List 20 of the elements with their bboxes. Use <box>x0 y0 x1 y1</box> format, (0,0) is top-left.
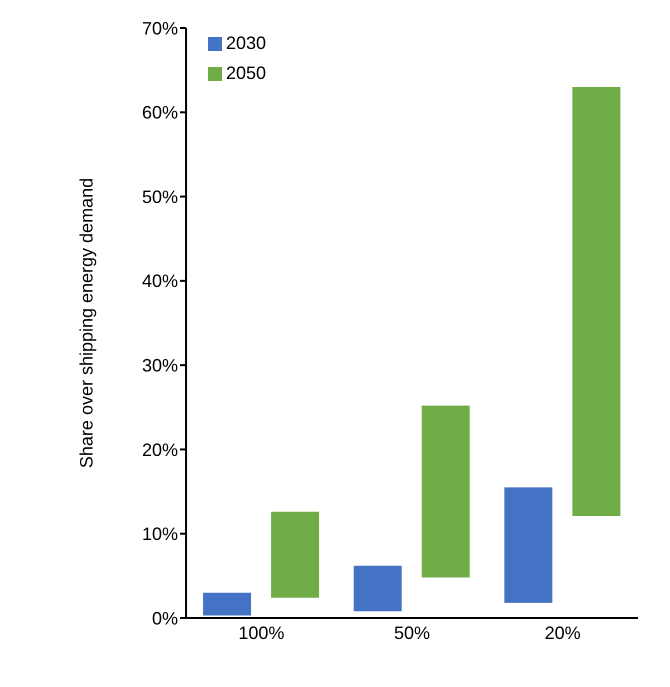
bar <box>572 87 620 516</box>
bar <box>422 406 470 578</box>
x-tick-label: 20% <box>544 622 581 643</box>
y-axis-title: Share over shipping energy demand <box>76 178 96 468</box>
bar <box>271 512 320 598</box>
x-tick-label: 100% <box>238 622 284 643</box>
y-tick-label: 0% <box>152 608 178 628</box>
y-tick-label: 70% <box>142 18 178 38</box>
y-tick-label: 50% <box>142 186 178 207</box>
y-tick-label: 30% <box>142 356 178 376</box>
y-tick-label: 10% <box>142 524 178 544</box>
bar <box>354 566 402 612</box>
x-tick-label: 50% <box>394 622 430 643</box>
bar <box>203 592 252 616</box>
legend-label: 2030 <box>226 33 266 53</box>
bar <box>504 487 552 603</box>
legend-label: 2050 <box>226 63 266 83</box>
y-tick-label: 40% <box>142 271 178 292</box>
y-tick-label: 20% <box>142 440 178 460</box>
y-tick-label: 60% <box>142 102 178 123</box>
